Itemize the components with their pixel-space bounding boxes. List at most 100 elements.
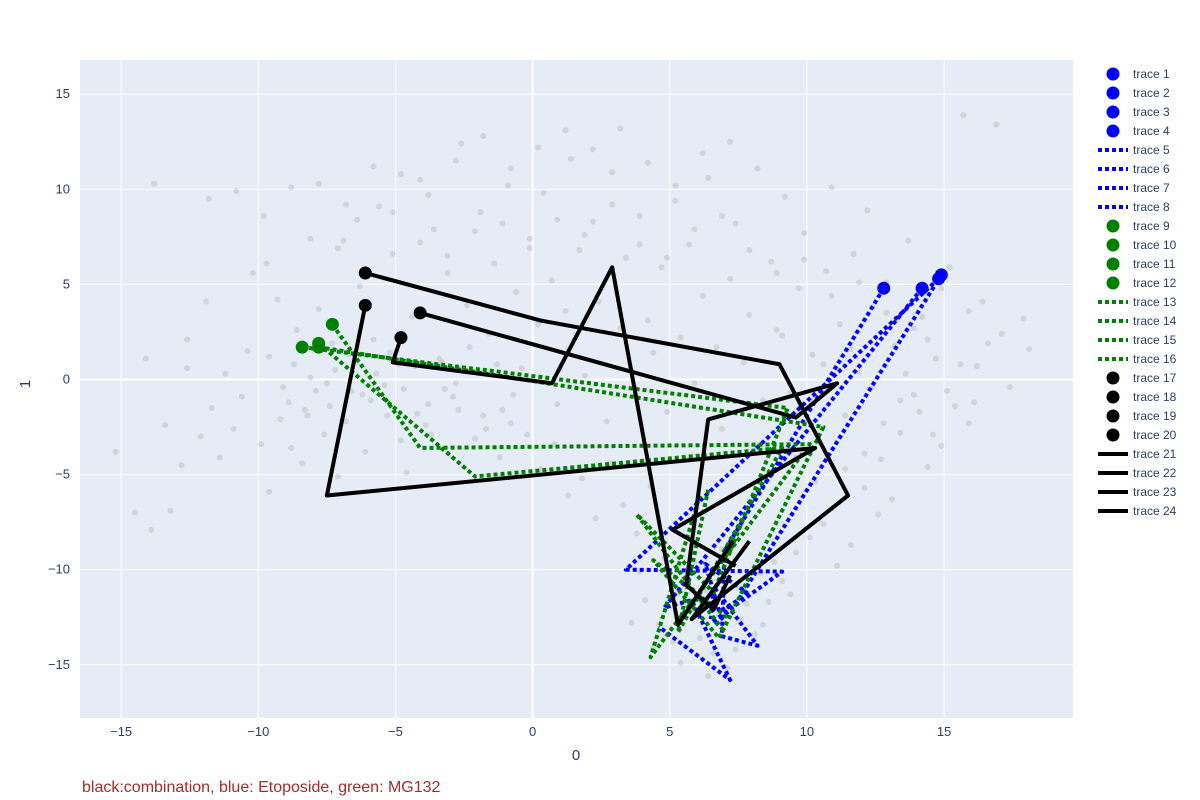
legend-item[interactable]: trace 17 (1106, 371, 1177, 385)
background-point (197, 433, 204, 440)
background-point (323, 380, 330, 387)
legend-item[interactable]: trace 20 (1106, 428, 1177, 442)
legend-item[interactable]: trace 14 (1098, 314, 1177, 328)
trace-line[interactable] (390, 265, 735, 627)
background-point (609, 169, 616, 176)
x-tick-label: 0 (529, 724, 536, 739)
trace-line[interactable] (330, 323, 812, 660)
trace-marker[interactable] (325, 317, 339, 331)
background-point (820, 521, 827, 528)
background-point (562, 127, 569, 134)
trace-line[interactable] (317, 341, 785, 635)
background-point (408, 313, 415, 320)
legend-item[interactable]: trace 7 (1098, 181, 1170, 195)
legend-label: trace 15 (1133, 333, 1177, 347)
background-point (208, 405, 215, 412)
background-point (924, 336, 931, 343)
background-point (847, 541, 854, 548)
x-axis-ticks: −15 −10 −5 0 5 10 15 (110, 724, 951, 739)
legend-item[interactable]: trace 6 (1098, 162, 1170, 176)
legend-item[interactable]: trace 23 (1098, 485, 1177, 499)
background-point (828, 292, 835, 299)
legend-marker-swatch (1106, 371, 1120, 385)
background-point (773, 269, 780, 276)
background-point (823, 268, 830, 275)
legend-label: trace 1 (1133, 67, 1170, 81)
background-point (436, 355, 443, 362)
legend-item[interactable]: trace 22 (1098, 466, 1177, 480)
background-point (965, 308, 972, 315)
legend-item[interactable]: trace 11 (1106, 257, 1176, 271)
legend-item[interactable]: trace 18 (1106, 390, 1177, 404)
trace-marker[interactable] (358, 298, 372, 312)
trace-marker[interactable] (295, 340, 309, 354)
legend-item[interactable]: trace 4 (1106, 124, 1171, 138)
background-point (771, 559, 778, 566)
legend-label: trace 12 (1133, 276, 1177, 290)
trace-marker[interactable] (934, 268, 948, 282)
background-point (847, 346, 854, 353)
background-point (924, 463, 931, 470)
background-point (644, 159, 651, 166)
legend-item[interactable]: trace 15 (1098, 333, 1177, 347)
background-point (266, 488, 273, 495)
legend-item[interactable]: trace 13 (1098, 295, 1177, 309)
trace-line[interactable] (708, 287, 886, 648)
trace-line[interactable] (419, 311, 840, 612)
background-point (603, 418, 610, 425)
legend-item[interactable]: trace 19 (1106, 409, 1177, 423)
y-axis-title: 1 (17, 380, 34, 388)
background-point (685, 241, 692, 248)
background-point (732, 220, 739, 227)
trace-marker[interactable] (394, 331, 408, 345)
background-point (677, 659, 684, 666)
legend-item[interactable]: trace 2 (1106, 86, 1171, 100)
background-point (307, 235, 314, 242)
background-point (902, 370, 909, 377)
background-point (425, 401, 432, 408)
trace-marker[interactable] (312, 340, 326, 354)
background-point (524, 431, 531, 438)
legend-item[interactable]: trace 24 (1098, 504, 1177, 518)
legend-item[interactable]: trace 10 (1106, 238, 1177, 252)
background-point (773, 327, 780, 334)
background-point (568, 155, 575, 162)
background-point (370, 163, 377, 170)
legend-item[interactable]: trace 16 (1098, 352, 1177, 366)
legend-item[interactable]: trace 8 (1098, 200, 1170, 214)
background-point (768, 258, 775, 265)
legend-marker-swatch (1106, 86, 1120, 100)
background-point (526, 235, 533, 242)
background-point (691, 226, 698, 233)
background-point (425, 192, 432, 199)
background-point-cloud (112, 112, 1033, 680)
legend-marker-swatch (1106, 67, 1120, 81)
background-point (877, 456, 884, 463)
background-point (466, 344, 473, 351)
legend-item[interactable]: trace 9 (1106, 219, 1171, 233)
background-point (203, 298, 210, 305)
background-point (581, 231, 588, 238)
trace-marker[interactable] (877, 281, 891, 295)
background-point (480, 412, 487, 419)
background-point (581, 372, 588, 379)
trace-line[interactable] (364, 271, 851, 622)
legend-marker-swatch (1106, 219, 1120, 233)
background-point (628, 619, 635, 626)
x-tick-label: 5 (666, 724, 673, 739)
background-point (148, 526, 155, 533)
legend-item[interactable]: trace 12 (1106, 276, 1177, 290)
legend-marker-swatch (1106, 105, 1120, 119)
background-point (617, 125, 624, 132)
trace-marker[interactable] (915, 281, 929, 295)
legend-item[interactable]: trace 21 (1098, 447, 1177, 461)
trace-marker[interactable] (358, 266, 372, 280)
legend-item[interactable]: trace 3 (1106, 105, 1171, 119)
legend-item[interactable]: trace 5 (1098, 143, 1170, 157)
x-tick-label: −5 (388, 724, 403, 739)
background-point (636, 241, 643, 248)
legend-item[interactable]: trace 1 (1106, 67, 1171, 81)
background-point (856, 279, 863, 286)
legend[interactable]: trace 1 trace 2 trace 3 trace 4 trace 5 trace… (1098, 67, 1177, 518)
trace-marker[interactable] (413, 306, 427, 320)
